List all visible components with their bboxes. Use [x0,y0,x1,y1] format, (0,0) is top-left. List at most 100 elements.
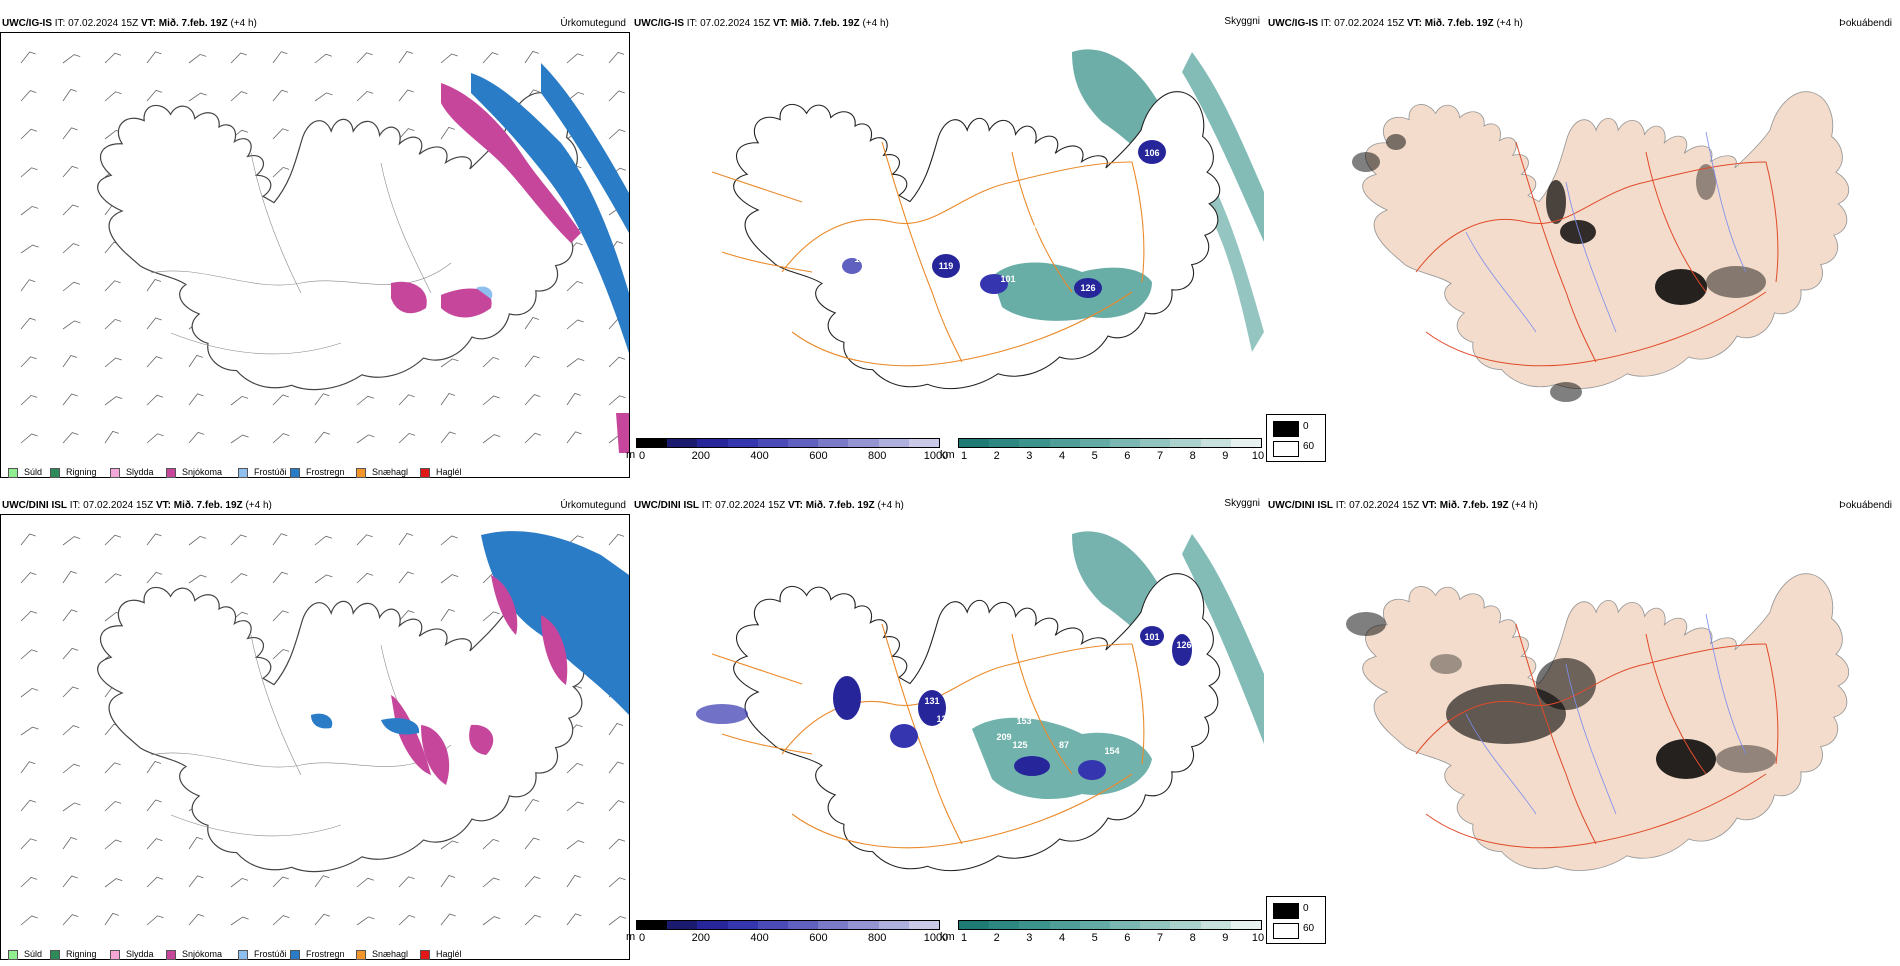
ceiling-colorbar-strip [636,920,940,930]
wind-barb [356,395,375,406]
wind-barb [146,915,164,926]
colorbar-segment [697,921,728,929]
legend-label: Slydda [126,467,154,477]
legend-swatch [290,949,300,960]
wind-barb [440,535,458,546]
wind-barb [20,90,37,102]
wind-barb [230,534,247,546]
wind-barb [524,914,542,926]
colorbar-segment [667,439,698,447]
legend-label: Snæhagl [372,467,409,477]
wind-barb [20,433,38,444]
legend-label: Snæhagl [372,949,409,959]
fog-map [1266,514,1896,934]
offset: (+4 h) [230,18,257,29]
ceiling-value-label: 153 [1016,716,1031,726]
wind-barb [272,433,290,444]
wind-barb [62,609,78,622]
wind-barb [62,281,81,292]
legend-label: Haglél [436,949,462,959]
wind-barb [146,571,163,584]
colorbar-tick-label: 6 [1124,932,1131,944]
wind-barb [356,534,373,546]
wind-barb [230,916,249,926]
wind-barb [482,916,501,926]
wind-barb [20,167,38,178]
visibility-map-svg: 106 100 119 136 133 101 126 81 132 [711,49,1264,390]
wind-barb [62,647,79,660]
legend-swatch [8,949,18,960]
ceiling-colorbar-ticks: 0 200 400 600 800 1000 [636,930,948,944]
colorbar-segment [818,921,849,929]
colorbar-tick-label: 2 [993,450,1000,462]
colorbar-segment [757,921,789,929]
colorbar-tick-label: 0 [638,450,646,462]
wind-barb [566,913,582,926]
vt-value: Mið. 7.feb. 19Z [805,500,875,511]
model-name: UWC/IG-IS [1268,18,1318,29]
wind-barb [608,356,626,368]
wind-barb [608,533,625,546]
wind-barb [524,876,541,888]
colorbar-tick-label: 3 [1026,450,1033,462]
wind-barb [188,354,203,368]
colorbar-segment [667,921,698,929]
wind-barb [62,243,80,254]
wind-barb [20,128,38,140]
wind-barb [440,840,459,850]
offset: (+4 h) [245,500,272,511]
visibility-panel-top: UWC/IG-IS IT: 07.02.2024 15Z VT: Mið. 7.… [626,14,1264,474]
wind-barb [188,836,203,850]
wind-barb [524,355,540,368]
wind-barb [62,802,81,812]
wind-barb [608,915,627,926]
wind-barb [272,89,289,102]
wind-barb [566,840,585,850]
wind-barb [146,838,163,850]
legend-label: Haglél [436,467,462,477]
offset: (+4 h) [1496,18,1523,29]
ceiling-value-label: 131 [924,696,939,706]
fog-legend-high-swatch [1273,903,1299,919]
wind-barb [314,393,330,406]
wind-barb [440,608,455,622]
colorbar-segment [848,439,879,447]
wind-barb [62,432,79,444]
colorbar-tick-label: 7 [1156,932,1164,944]
wind-barb [62,204,79,216]
wind-barb [104,52,122,64]
model-name: UWC/DINI ISL [1268,500,1333,511]
ceiling-value-label: 186 [1036,692,1051,702]
offset: (+4 h) [877,500,904,511]
wind-barb [356,877,375,888]
wind-barb [230,877,249,888]
it-label: IT: [701,500,713,511]
precip-panel-bottom: UWC/DINI ISL IT: 07.02.2024 15Z VT: Mið.… [0,496,630,960]
wind-barb [146,356,163,368]
ceiling-unit: m [626,449,636,461]
wind-barb [230,52,247,64]
wind-barb [20,799,37,812]
wind-barb [104,280,121,292]
panel-title: Úrkomutegund [560,500,626,511]
colorbar-segment [637,439,668,447]
it-label: IT: [69,500,81,511]
colorbar-tick-label: 5 [1091,450,1098,462]
colorbar-tick-label: 2 [993,932,1000,944]
legend-label: Súld [24,949,43,959]
wind-barb [524,837,540,850]
wind-barb [608,51,625,64]
fog-legend-high-label: 0 [1303,421,1309,432]
wind-barb [188,574,207,584]
panel-header: UWC/IG-IS IT: 07.02.2024 15Z VT: Mið. 7.… [1266,14,1896,34]
legend-swatch [110,949,120,960]
wind-barb [146,876,164,888]
it-value: 07.02.2024 15Z [68,18,139,29]
roads [1415,141,1779,367]
colorbar-segment [1049,921,1080,929]
wind-barb [104,534,122,546]
wind-barb [20,649,38,660]
colorbar-tick-label: 3 [1026,932,1033,944]
ceiling-labels: 106 100 119 136 133 101 126 81 132 [854,148,1189,293]
wind-barb [272,394,289,406]
